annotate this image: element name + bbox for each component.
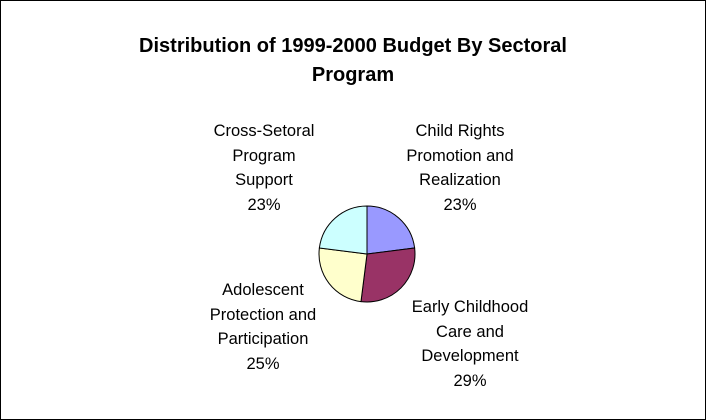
chart-title: Distribution of 1999-2000 Budget By Sect… (0, 32, 706, 90)
pie-slice-child-rights (366, 205, 416, 255)
slice-percent-cross-sectoral: 23% (247, 195, 281, 214)
chart-title-line-1: Distribution of 1999-2000 Budget By Sect… (139, 35, 567, 57)
slice-percent-early-childhood: 29% (453, 371, 487, 390)
slice-label-cross-sectoral: Cross-Setoral Program Support 23% (214, 119, 315, 217)
slice-percent-adolescent: 25% (246, 354, 280, 373)
pie-slice-early-childhood (360, 247, 416, 303)
slice-percent-child-rights: 23% (443, 195, 477, 214)
pie-chart (318, 205, 416, 303)
chart-title-line-2: Program (311, 64, 395, 86)
pie-slice-cross-sectoral (318, 205, 368, 255)
pie-slice-adolescent (318, 247, 368, 303)
slice-label-child-rights: Child Rights Promotion and Realization 2… (406, 119, 513, 217)
slice-label-adolescent: Adolescent Protection and Participation … (210, 278, 316, 376)
pie-slices (318, 205, 416, 303)
slice-label-early-childhood: Early Childhood Care and Development 29% (412, 295, 528, 393)
